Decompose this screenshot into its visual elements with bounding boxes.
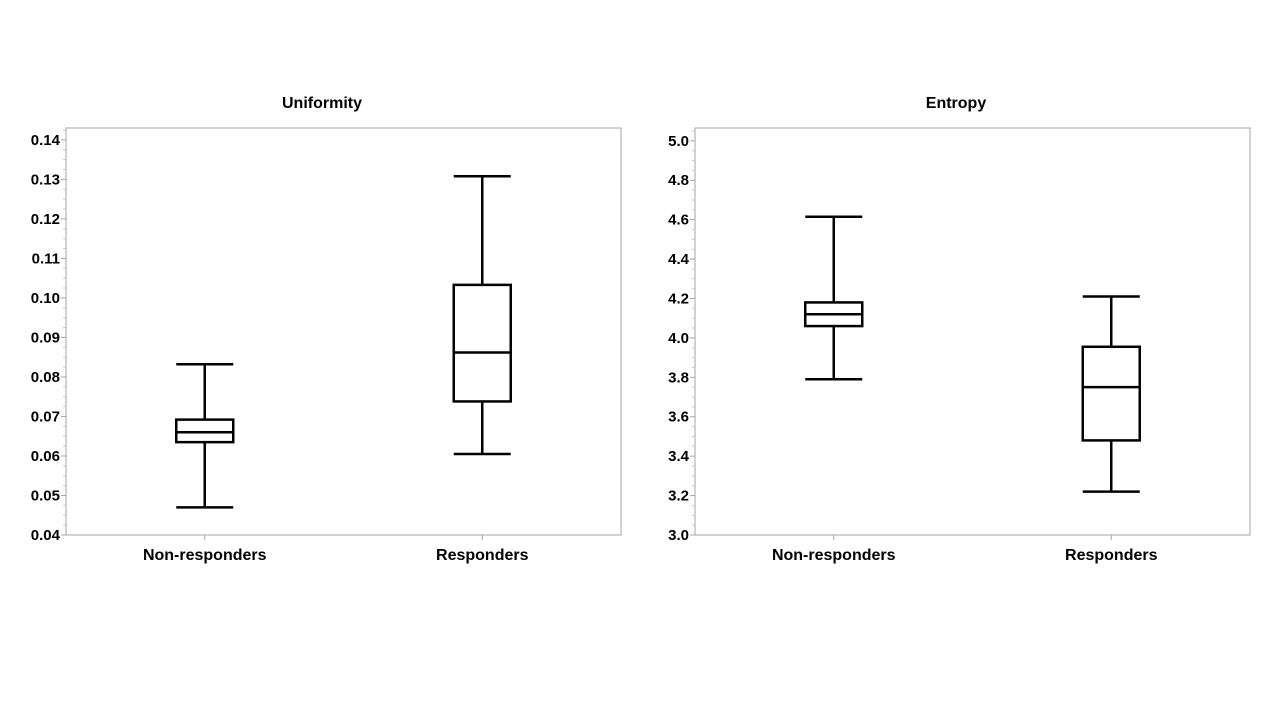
y-tick-label: 0.06 — [31, 448, 60, 465]
y-tick-label: 0.12 — [31, 211, 60, 228]
y-tick-label: 0.11 — [32, 250, 60, 267]
y-tick-label: 3.6 — [668, 409, 689, 426]
y-tick-label: 3.8 — [668, 369, 689, 386]
y-axis: 3.0 3.2 3.4 3.6 3.8 4.0 4.2 4.4 4.6 4.8 5.0 — [668, 130, 695, 544]
y-tick-label: 0.08 — [31, 369, 60, 386]
box-series — [804, 215, 1141, 493]
x-tick-label: Responders — [1065, 547, 1158, 564]
y-tick-label: 0.10 — [31, 290, 60, 307]
x-tick-label: Responders — [436, 547, 529, 564]
iqr-box — [175, 418, 235, 444]
box-series — [175, 174, 512, 509]
iqr-box — [452, 283, 512, 403]
y-tick-label: 4.2 — [668, 290, 689, 307]
y-tick-label: 3.4 — [668, 448, 690, 465]
y-tick-label: 3.2 — [668, 488, 689, 505]
plot-frame — [694, 127, 1251, 536]
x-tick-label: Non-responders — [143, 547, 267, 564]
y-tick-label: 4.8 — [668, 172, 689, 189]
y-tick-label: 5.0 — [668, 133, 689, 150]
y-axis: 0.04 0.05 0.06 0.07 0.08 0.09 0.10 0.11 0.12 0.13… — [31, 129, 66, 544]
chart-title: Uniformity — [282, 95, 362, 112]
chart-title: Entropy — [926, 95, 987, 112]
y-tick-label: 4.0 — [668, 330, 689, 347]
y-tick-label: 0.13 — [31, 171, 60, 188]
y-tick-label: 0.09 — [31, 329, 60, 346]
x-axis: Non-responders Responders — [143, 535, 529, 564]
y-tick-label: 0.07 — [31, 408, 60, 425]
y-tick-label: 3.0 — [668, 527, 689, 544]
y-tick-label: 0.05 — [31, 487, 60, 504]
entropy-panel: Entropy 3.0 3.2 3.4 3.6 3.8 4.0 4.2 4.4 4.6 4.8 5.… — [668, 95, 1251, 564]
y-tick-label: 0.14 — [31, 132, 61, 149]
y-tick-label: 0.04 — [31, 527, 61, 544]
x-axis: Non-responders Responders — [772, 535, 1158, 564]
y-tick-label: 4.6 — [668, 212, 689, 229]
plot-frame — [65, 127, 622, 536]
uniformity-panel: Uniformity 0.040.050.060.070.080.090.100… — [31, 95, 622, 564]
y-tick-label: 4.4 — [668, 251, 690, 268]
x-tick-label: Non-responders — [772, 547, 896, 564]
iqr-box — [1081, 345, 1141, 442]
